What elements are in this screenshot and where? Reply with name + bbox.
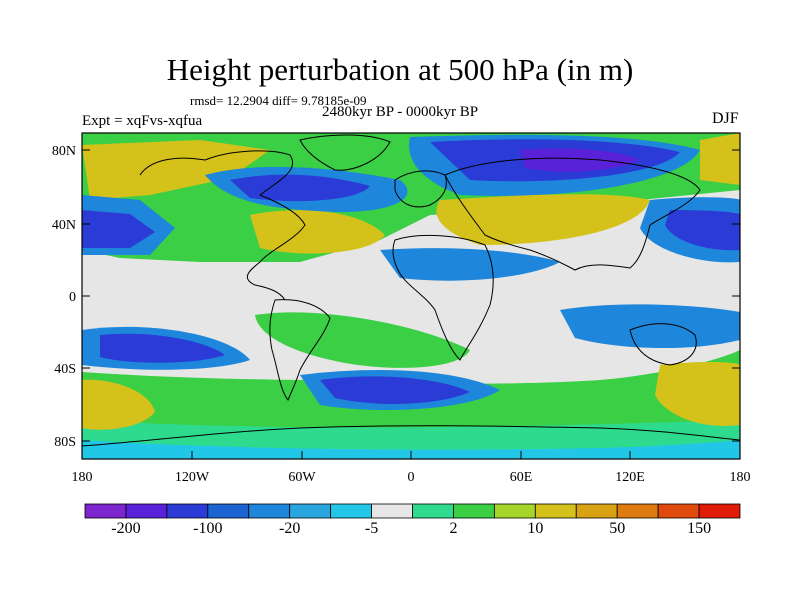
season-label: DJF bbox=[712, 110, 739, 127]
period-subtitle: 2480kyr BP - 0000kyr BP bbox=[322, 104, 479, 120]
field-region-antarctic-light-blue bbox=[82, 440, 740, 459]
field-region-south-east-pacific-yellow bbox=[82, 379, 155, 430]
coastline-north-america bbox=[139, 150, 306, 301]
colorbar-box bbox=[412, 503, 454, 519]
colorbar-box bbox=[248, 503, 291, 519]
colorbar-box bbox=[657, 503, 700, 519]
colorbar-label: 10 bbox=[527, 520, 543, 537]
field-region-atlantic-yellow bbox=[250, 210, 385, 254]
field-region-south-west-pacific-yellow bbox=[655, 361, 740, 426]
field-region-north-america-blue-core bbox=[230, 174, 370, 202]
colorbar-box bbox=[207, 503, 250, 519]
lat-tick-label: 0 bbox=[69, 290, 76, 305]
field-region-arctic-yellow-east bbox=[700, 133, 740, 185]
colorbar-label: 2 bbox=[449, 520, 457, 537]
longitude-labels: 180 120W 60W 0 60E 120E 180 bbox=[72, 470, 751, 485]
colorbar-box bbox=[616, 503, 659, 519]
colorbar-box bbox=[125, 503, 168, 519]
experiment-label: Expt = xqFvs-xqfua bbox=[82, 113, 203, 129]
lon-tick-label: 180 bbox=[72, 470, 93, 485]
field-region-asia-yellow bbox=[436, 194, 650, 245]
latitude-labels: 80N 40N 0 40S 80S bbox=[52, 144, 76, 450]
coastline-south-america bbox=[269, 299, 331, 401]
lon-tick-label: 180 bbox=[730, 470, 751, 485]
lat-tick-label: 80S bbox=[54, 435, 76, 450]
colorbar-box bbox=[453, 503, 495, 519]
field-region-africa-blue bbox=[380, 248, 560, 281]
lon-tick-label: 120W bbox=[175, 470, 210, 485]
colorbar-label: 50 bbox=[609, 520, 625, 537]
coastline-africa bbox=[392, 234, 494, 361]
coastline-europe bbox=[394, 170, 447, 208]
field-region-south-america-green bbox=[255, 312, 470, 368]
colorbar-box bbox=[493, 503, 536, 519]
colorbar-box bbox=[166, 503, 209, 519]
field-region-south-atlantic-blue-core bbox=[320, 376, 470, 404]
lat-tick-label: 40N bbox=[52, 218, 76, 233]
colorbar-box bbox=[330, 503, 372, 519]
colorbar-box bbox=[289, 503, 332, 519]
height-field bbox=[82, 133, 740, 459]
latitude-axis bbox=[82, 149, 740, 442]
field-region-siberia-purple bbox=[520, 148, 640, 172]
colorbar-label: -20 bbox=[279, 520, 300, 537]
lat-tick-label: 40S bbox=[54, 362, 76, 377]
lon-tick-label: 0 bbox=[408, 470, 415, 485]
coastline-antarctica bbox=[81, 425, 741, 447]
longitude-axis bbox=[81, 451, 741, 459]
field-region-pacific-blue-core bbox=[82, 210, 155, 248]
stats-subtitle: rmsd= 12.2904 diff= 9.78185e-09 bbox=[190, 93, 367, 108]
plot-title: Height perturbation at 500 hPa (in m) bbox=[166, 52, 634, 87]
colorbar-box bbox=[575, 503, 618, 519]
lon-tick-label: 60W bbox=[288, 470, 316, 485]
colorbar-labels: -200 -100 -20 -5 2 10 50 150 bbox=[111, 520, 711, 537]
lat-tick-label: 80N bbox=[52, 144, 76, 159]
lon-tick-label: 120E bbox=[615, 470, 645, 485]
colorbar-label: 150 bbox=[687, 520, 711, 537]
colorbar-label: -200 bbox=[111, 520, 140, 537]
colorbar-box bbox=[698, 503, 741, 519]
colorbar-label: -5 bbox=[365, 520, 378, 537]
colorbar-box bbox=[371, 503, 413, 519]
colorbar-box bbox=[84, 503, 127, 519]
colorbar-label: -100 bbox=[193, 520, 222, 537]
field-region-indian-ocean-blue bbox=[560, 304, 740, 349]
coastline-asia bbox=[444, 157, 701, 271]
colorbar bbox=[84, 503, 741, 519]
coastline-australia bbox=[629, 323, 697, 366]
colorbar-box bbox=[534, 503, 577, 519]
coastline-greenland bbox=[299, 134, 391, 171]
coastlines bbox=[81, 134, 741, 447]
lon-tick-label: 60E bbox=[510, 470, 533, 485]
field-region-south-pacific-blue-core bbox=[100, 333, 225, 363]
field-region-west-pacific-blue-core bbox=[665, 210, 740, 251]
